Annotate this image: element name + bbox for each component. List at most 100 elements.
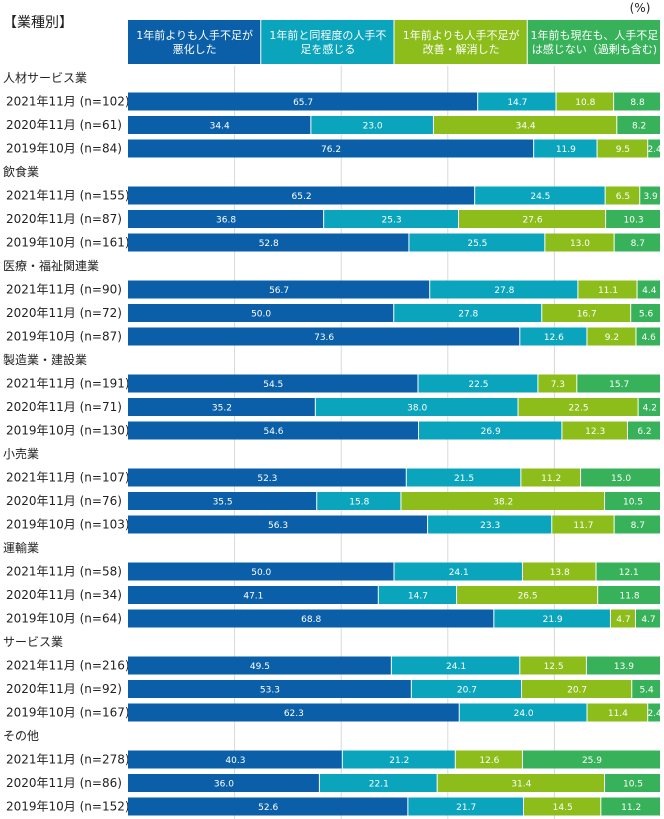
row-label: 2021年11月 (n=216) — [6, 659, 130, 673]
bar-segment — [401, 492, 605, 510]
bar-segment — [128, 586, 378, 604]
row-label: 2021年11月 (n=90) — [6, 283, 122, 297]
legend-swatch — [527, 20, 660, 64]
bar-segment — [494, 609, 610, 628]
data-label: 54.5 — [263, 380, 283, 390]
data-label: 15.8 — [349, 498, 369, 508]
legend-entry: 1年前よりも人手不足が悪化した — [136, 28, 253, 56]
data-label: 3.9 — [643, 192, 658, 202]
bar-segment — [637, 280, 660, 299]
bar-segment — [635, 609, 660, 628]
data-label: 52.6 — [258, 803, 278, 813]
data-label: 12.6 — [544, 333, 564, 343]
bar-segment — [128, 562, 394, 581]
bar-segment — [520, 327, 587, 346]
row-label: 2021年11月 (n=102) — [6, 95, 130, 109]
bar-segment — [342, 750, 455, 769]
data-label: 15.0 — [611, 474, 631, 484]
bar-segment — [522, 562, 596, 581]
group-label: 人材サービス業 — [3, 71, 87, 85]
data-label: 73.6 — [314, 333, 334, 343]
bar-segment — [638, 398, 660, 416]
bar-segment — [128, 703, 459, 722]
row-label: 2021年11月 (n=191) — [6, 377, 130, 391]
data-label: 14.7 — [408, 592, 428, 602]
bar-segment — [605, 774, 660, 792]
bar-segment — [520, 656, 586, 675]
data-label: 24.1 — [449, 568, 469, 578]
bar-segment — [534, 139, 597, 158]
row-label: 2020年11月 (n=86) — [6, 776, 122, 790]
bar-segment — [455, 750, 522, 769]
bar-segment — [319, 774, 437, 792]
data-label: 10.5 — [623, 780, 643, 790]
data-label: 10.3 — [624, 216, 644, 226]
data-label: 4.7 — [641, 615, 655, 625]
bar-segment — [631, 304, 660, 322]
legend-entry: 1年前も現在も、人手不足は感じない（過剰も含む) — [531, 28, 659, 56]
bar-segment — [601, 797, 660, 816]
data-label: 25.5 — [467, 239, 487, 249]
bar-segment — [524, 797, 601, 816]
bar-segment — [627, 421, 660, 440]
data-label: 62.3 — [284, 709, 304, 719]
data-label: 23.0 — [363, 122, 383, 132]
data-label: 47.1 — [243, 592, 263, 602]
bar-segment — [409, 233, 545, 252]
row-label: 2020年11月 (n=72) — [6, 306, 122, 320]
bar-segment — [587, 327, 636, 346]
data-label: 23.3 — [480, 521, 500, 531]
bar-segment — [586, 656, 660, 675]
row-label: 2020年11月 (n=34) — [6, 588, 122, 602]
data-label: 22.5 — [468, 380, 488, 390]
data-label: 11.2 — [541, 474, 561, 484]
group-label: その他 — [3, 729, 39, 743]
bar-segment — [128, 774, 319, 792]
row-label: 2019年10月 (n=152) — [6, 800, 130, 814]
data-label: 4.2 — [643, 404, 657, 414]
bar-segment — [433, 116, 617, 134]
unit-label: (%) — [630, 1, 651, 15]
data-label: 11.9 — [556, 145, 576, 155]
data-label: 2.4 — [647, 709, 662, 719]
data-label: 6.2 — [637, 427, 651, 437]
data-label: 12.5 — [544, 662, 564, 672]
data-label: 21.5 — [454, 474, 474, 484]
data-label: 4.7 — [616, 615, 630, 625]
row-label: 2020年11月 (n=71) — [6, 400, 122, 414]
data-label: 52.3 — [257, 474, 277, 484]
data-label: 12.1 — [619, 568, 639, 578]
data-label: 38.0 — [407, 404, 427, 414]
data-label: 13.9 — [614, 662, 634, 672]
row-label: 2020年11月 (n=87) — [6, 212, 122, 226]
bar-segment — [128, 515, 428, 534]
bar-segment — [128, 421, 419, 440]
data-label: 5.6 — [639, 310, 654, 320]
data-label: 40.3 — [225, 756, 245, 766]
data-label: 14.7 — [507, 98, 527, 108]
data-label: 65.2 — [292, 192, 312, 202]
data-label: 26.9 — [481, 427, 501, 437]
bar-segment — [391, 656, 520, 675]
bar-segment — [605, 492, 660, 510]
data-label: 31.4 — [511, 780, 531, 790]
data-label: 21.2 — [389, 756, 409, 766]
data-label: 53.3 — [260, 686, 280, 696]
bar-segment — [605, 186, 640, 205]
data-label: 4.6 — [642, 333, 657, 343]
legend-entry: 1年前よりも人手不足が改善・解消した — [403, 28, 520, 56]
bar-segment — [614, 515, 660, 534]
data-label: 5.4 — [639, 686, 654, 696]
data-label: 21.9 — [543, 615, 563, 625]
bar-segment — [411, 680, 522, 698]
legend-entry: 1年前と同程度の人手不足を感じる — [269, 28, 386, 56]
bar-segment — [632, 680, 660, 698]
bar-segment — [128, 609, 494, 628]
data-label: 35.2 — [212, 404, 232, 414]
data-label: 27.8 — [494, 286, 514, 296]
bar-segment — [128, 304, 394, 322]
data-label: 25.9 — [582, 756, 602, 766]
data-label: 15.7 — [609, 380, 629, 390]
group-label: 小売業 — [3, 446, 39, 461]
bar-segment — [648, 703, 660, 722]
